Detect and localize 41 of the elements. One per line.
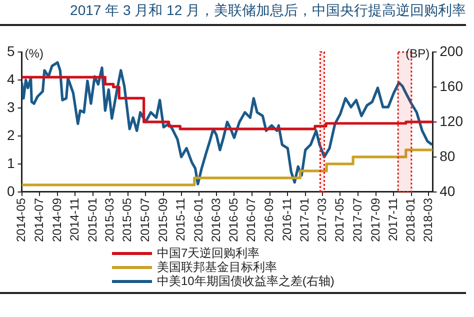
x-tick-label: 2017-05 [332, 198, 347, 242]
x-tick-label: 2014-11 [68, 198, 82, 242]
y-tick-label: 5 [6, 42, 15, 59]
x-tick-label: 2016-05 [226, 198, 240, 242]
x-tick-label: 2017-03 [314, 198, 329, 242]
legend-label: 美国联邦基金目标利率 [157, 260, 277, 274]
y2-tick-label: 200 [440, 42, 464, 59]
x-tick-label: 2015-05 [120, 198, 134, 242]
y-tick-label: 1 [6, 154, 15, 171]
legend-label: 中美10年期国债收益率之差(右轴) [157, 274, 334, 288]
x-tick-label: 2016-07 [244, 198, 258, 242]
x-tick-label: 2016-09 [262, 198, 276, 242]
y2-tick-label: 160 [440, 78, 464, 94]
x-tick-label: 2016-11 [280, 198, 294, 242]
y2-axis-title: (BP) [406, 46, 430, 60]
x-tick-label: 2017-11 [386, 198, 400, 242]
x-tick-label: 2015-01 [85, 198, 100, 242]
x-tick-label: 2014-05 [14, 198, 28, 242]
y-axis-title: (%) [24, 46, 44, 60]
x-tick-label: 2016-01 [191, 198, 206, 242]
x-tick-label: 2015-03 [102, 198, 116, 242]
y-tick-label: 2 [6, 126, 15, 143]
x-tick-label: 2017-01 [298, 198, 312, 242]
x-tick-label: 2017-09 [368, 198, 382, 242]
legend-label: 中国7天逆回购利率 [157, 246, 260, 260]
x-tick-label: 2018-03 [420, 198, 435, 242]
x-tick-label: 2014-07 [32, 198, 46, 242]
x-tick-label: 2018-01 [404, 198, 418, 242]
y-tick-label: 4 [6, 70, 15, 87]
x-tick-label: 2014-09 [50, 198, 64, 242]
y-tick-label: 3 [6, 98, 15, 115]
y-tick-label: 0 [6, 182, 15, 199]
x-tick-label: 2015-07 [138, 198, 152, 242]
x-tick-label: 2017-07 [350, 198, 364, 242]
x-tick-label: 2016-03 [208, 198, 223, 242]
chart-title: 2017 年 3 月和 12 月，美联储加息后，中国央行提高逆回购利率 [0, 2, 466, 26]
x-tick-label: 2015-11 [174, 198, 188, 242]
y2-tick-label: 120 [440, 112, 464, 129]
y2-tick-label: 80 [440, 148, 456, 164]
x-tick-label: 2015-09 [156, 198, 170, 242]
y2-tick-label: 40 [440, 182, 456, 199]
